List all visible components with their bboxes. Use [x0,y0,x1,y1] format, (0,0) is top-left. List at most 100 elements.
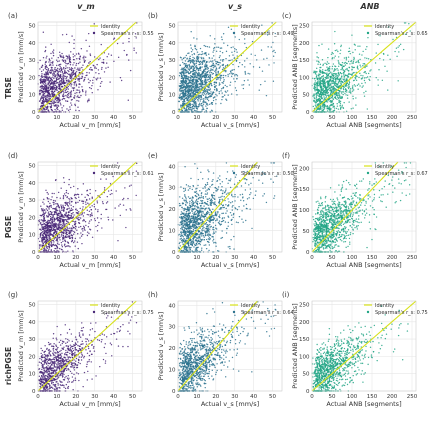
x-tick-label: 30 [231,115,238,121]
data-point [215,74,217,77]
data-point [64,100,67,102]
data-point [78,216,80,219]
data-point [62,196,65,198]
data-point [209,35,211,37]
data-point [333,72,335,75]
data-point [39,99,42,101]
data-point [263,58,265,60]
data-point [312,105,315,108]
data-point [40,205,42,207]
data-point [193,52,195,55]
data-point [226,85,228,88]
data-point [199,100,201,102]
data-point [207,66,209,69]
data-point [222,80,225,83]
data-point [334,72,336,75]
x-tick-label: 50 [129,115,136,121]
data-point [334,97,336,99]
data-point [79,56,81,58]
data-point [50,103,52,105]
data-point [272,80,275,82]
data-point [210,60,212,62]
scatter-points [37,22,138,113]
data-point [103,52,106,54]
data-point [61,98,63,101]
data-point [316,56,318,58]
data-point [182,77,185,80]
data-point [72,56,75,58]
legend-identity-label: Identity [241,24,260,30]
data-point [85,94,87,96]
data-point [339,100,342,103]
data-point [62,60,65,63]
data-point [100,178,102,180]
data-point [202,101,204,103]
data-point [346,91,348,93]
data-point [200,84,203,86]
data-point [125,226,127,229]
data-point [221,52,224,54]
data-point [71,83,73,85]
data-point [322,92,324,95]
data-point [208,84,211,86]
data-point [195,82,197,84]
data-point [366,46,368,48]
data-point [203,93,206,95]
data-point [73,59,75,61]
data-point [78,219,81,221]
data-point [213,89,216,91]
data-point [67,221,69,223]
data-point [60,241,63,244]
data-point [72,53,74,55]
data-point [39,92,41,95]
data-point [363,95,366,97]
data-point [65,191,68,194]
data-point [213,66,216,68]
data-point [56,89,58,91]
data-point [53,220,56,222]
data-point [43,236,46,238]
data-point [351,86,354,89]
data-point [377,79,379,81]
data-point [50,213,52,215]
data-point [359,85,361,87]
data-point [217,78,219,80]
data-point [183,75,186,78]
data-point [97,224,99,227]
data-point [55,103,57,106]
data-point [42,102,44,104]
data-point [205,94,207,96]
data-point [63,209,65,212]
data-point [107,216,109,218]
data-point [75,53,78,55]
data-point [73,62,75,64]
data-point [316,78,319,81]
data-point [42,244,45,246]
data-point [193,90,195,92]
data-point [83,59,85,61]
data-point [197,94,199,97]
data-point [211,73,214,75]
data-point [100,82,102,85]
data-point [333,68,336,70]
data-point [67,56,69,58]
data-point [214,69,217,71]
data-point [379,57,381,60]
data-point [248,84,250,86]
data-point [192,76,194,78]
data-point [319,69,322,72]
data-point [50,249,52,251]
data-point [51,62,54,64]
data-point [191,105,194,108]
data-point [333,81,336,83]
data-point [72,64,74,66]
x-tick-label: 0 [310,115,314,121]
data-point [321,94,323,96]
data-point [77,67,79,69]
data-point [192,63,195,65]
data-point [66,241,69,243]
data-point [323,91,325,93]
data-point [180,99,182,101]
data-point [68,79,70,82]
data-point [44,84,46,87]
